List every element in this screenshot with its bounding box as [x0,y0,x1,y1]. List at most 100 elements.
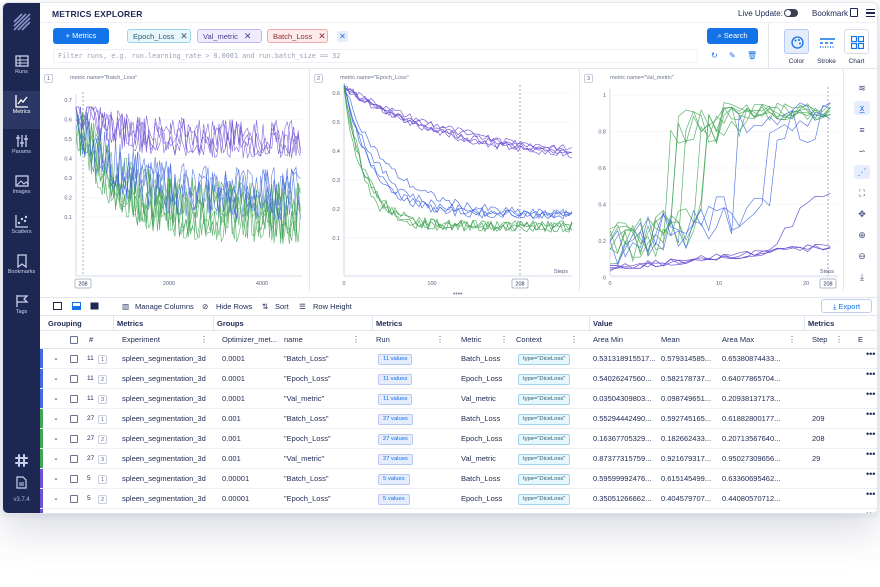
row-menu-icon[interactable]: ••• [866,469,876,479]
chevron-down-icon[interactable]: ⌄ [53,395,59,402]
clear-all-icon[interactable]: ✕ [337,31,348,42]
run-cell[interactable]: 11 values [375,349,458,368]
color-tool-button[interactable]: Color [783,29,810,65]
refresh-icon[interactable]: ↻ [711,51,718,60]
row-checkbox[interactable] [70,475,78,483]
column-header[interactable]: E [858,335,864,344]
run-cell[interactable]: 5 values [375,469,458,488]
column-menu-icon[interactable]: ⋮ [352,335,360,344]
run-cell[interactable]: 5 values [375,509,458,513]
table-row[interactable]: ⌄ 27 1 spleen_segmentation_3d 0.001 "Batch_Lo… [40,409,877,429]
zoom-out-icon[interactable]: ⊖ [858,251,866,261]
column-menu-icon[interactable]: ⋮ [570,335,578,344]
epoch-loss-chart[interactable]: 0.60.50.40.30.20.10100200Steps208 [310,69,580,291]
chart-panel-epoch-loss[interactable]: 2 metric.name="Epoch_Loss" 0.6 0.5 0.4 0.3 0… [310,69,580,291]
docs-icon[interactable] [16,476,27,489]
run-values-badge[interactable]: 5 values [378,493,410,505]
zoom-in-icon[interactable]: ⊕ [858,230,866,240]
trash-icon[interactable]: 🗑 [747,51,758,60]
run-cell[interactable]: 5 values [375,489,458,508]
x-axis-icon[interactable]: x̲ [854,101,870,115]
bookmark-button[interactable]: Bookmark [812,9,849,18]
column-header[interactable]: Context [516,335,542,344]
edit-icon[interactable]: ✎ [729,51,736,60]
view-compact-icon[interactable] [53,302,62,310]
column-menu-icon[interactable]: ⋮ [200,335,208,344]
sidebar-item-params[interactable]: Params [3,131,40,169]
highlight-mode-icon[interactable]: ≡ [859,125,865,135]
row-checkbox[interactable] [70,375,78,383]
manage-columns-button[interactable]: Manage Columns [135,302,194,311]
run-values-badge[interactable]: 27 values [378,433,413,445]
run-values-badge[interactable]: 11 values [378,373,413,385]
menu-icon[interactable] [866,9,875,17]
hide-rows-button[interactable]: Hide Rows [216,302,253,311]
batch-loss-chart[interactable]: 0.7 0.6 0.5 0.4 0.3 0.2 0.1 2000 4000 208 [40,69,310,291]
chevron-down-icon[interactable]: ⌄ [50,509,60,513]
run-values-badge[interactable]: 11 values [378,393,413,405]
run-values-badge[interactable]: 5 values [378,473,410,485]
row-checkbox[interactable] [70,435,78,443]
close-icon[interactable]: ✕ [243,31,252,41]
run-values-badge[interactable]: 11 values [378,353,413,365]
row-menu-icon[interactable]: ••• [866,509,876,514]
row-checkbox[interactable] [70,395,78,403]
view-half-icon[interactable] [72,302,81,310]
row-checkbox[interactable] [70,355,78,363]
val-metric-chart[interactable]: 1 0.8 0.6 0.4 0.2 00 10 20 Steps 208 [580,69,843,291]
row-checkbox[interactable] [70,455,78,463]
row-menu-icon[interactable]: ••• [866,349,876,359]
column-header[interactable]: Metric [461,335,482,344]
chevron-down-icon[interactable]: ⌄ [53,475,59,482]
column-header[interactable]: Experiment [122,335,160,344]
column-menu-icon[interactable]: ⋮ [835,335,843,344]
sidebar-item-bookmarks[interactable]: Bookmarks [3,251,40,289]
close-icon[interactable]: ✕ [318,31,326,41]
table-row[interactable]: ⌄ 5 2 spleen_segmentation_3d 0.00001 "Epoch_L… [40,489,877,509]
curve-interpolation-icon[interactable]: ⋰ [854,165,870,179]
resize-handle-icon[interactable]: • • • • [453,291,463,298]
stroke-tool-button[interactable]: Stroke [813,29,840,65]
column-menu-icon[interactable]: ⋮ [500,335,508,344]
column-header[interactable]: Area Max [722,335,755,344]
run-cell[interactable]: 27 values [375,429,458,448]
chevron-down-icon[interactable]: ⌄ [53,435,59,442]
row-menu-icon[interactable]: ••• [866,389,876,399]
run-values-badge[interactable]: 27 values [378,413,413,425]
row-menu-icon[interactable]: ••• [866,369,876,379]
ignore-outliers-icon[interactable]: ≋ [858,83,866,93]
metric-chip[interactable]: Batch_Loss ✕ [267,29,328,43]
chart-panel-batch-loss[interactable]: 1 metric.name="Batch_Loss" 0.7 0.6 0.5 0.4 0… [40,69,310,291]
table-row[interactable]: ⌄ 27 3 spleen_segmentation_3d 0.001 "Val_metr… [40,449,877,469]
chart-panel-val-metric[interactable]: 3 metric.name="Val_metric" 1 0.8 0.6 0.4 0.2… [580,69,843,291]
run-cell[interactable]: 27 values [375,409,458,428]
column-menu-icon[interactable]: ⋮ [788,335,796,344]
chevron-down-icon[interactable]: ⌄ [53,495,59,502]
table-row[interactable]: ⌄53spleen_segmentation_3d0.00001"Val_met… [40,509,877,514]
smoothing-icon[interactable]: ∽ [858,146,866,156]
row-checkbox[interactable] [70,495,78,503]
sidebar-item-metrics[interactable]: Metrics [3,91,40,129]
metric-chip[interactable]: Epoch_Loss ✕ [127,29,191,43]
chevron-down-icon[interactable]: ⌄ [53,415,59,422]
sidebar-item-tags[interactable]: Tags [3,291,40,329]
column-header[interactable]: # [89,335,94,344]
run-cell[interactable]: 11 values [375,369,458,388]
chevron-down-icon[interactable]: ⌄ [53,375,59,382]
table-row[interactable]: ⌄ 11 2 spleen_segmentation_3d 0.0001 "Epoch_L… [40,369,877,389]
close-icon[interactable]: ✕ [180,31,188,41]
column-header[interactable]: Area Min [593,335,624,344]
run-cell[interactable]: 11 values [375,389,458,408]
row-height-button[interactable]: Row Height [313,302,352,311]
table-row[interactable]: ⌄ 11 3 spleen_segmentation_3d 0.0001 "Val_met… [40,389,877,409]
export-button[interactable]: ⤓ Export [821,299,872,313]
table-row[interactable]: ⌄ 5 1 spleen_segmentation_3d 0.00001 "Batch_L… [40,469,877,489]
select-all-checkbox[interactable] [70,336,78,344]
sidebar-item-images[interactable]: Images [3,171,40,209]
column-header[interactable]: Step [812,335,828,344]
column-header[interactable]: Mean [661,335,680,344]
row-menu-icon[interactable]: ••• [866,429,876,439]
row-checkbox[interactable] [70,415,78,423]
run-cell[interactable]: 27 values [375,449,458,468]
aim-logo-icon[interactable] [12,12,32,32]
